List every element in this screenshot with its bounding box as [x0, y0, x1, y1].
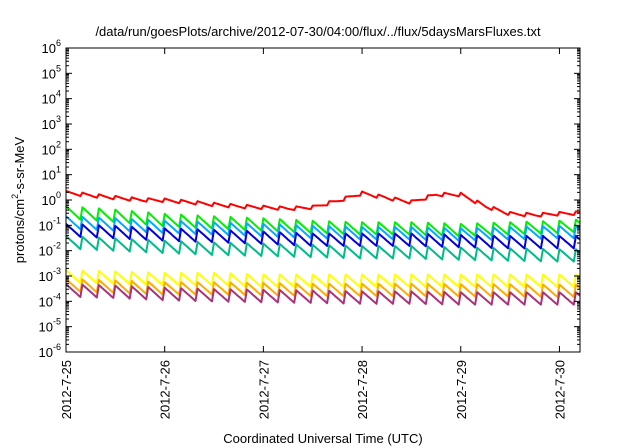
y-tick-label-base: 10: [42, 66, 56, 81]
series-layer: [65, 189, 581, 306]
chart-title: /data/run/goesPlots/archive/2012-07-30/0…: [95, 24, 541, 39]
x-axis: 2012-7-25 2012-7-26 2012-7-27 2012-7-28 2012…: [59, 48, 567, 419]
y-tick-label-base: 10: [39, 345, 53, 360]
y-tick-label-8: 102: [42, 139, 61, 157]
series-line-7: [65, 283, 581, 306]
y-axis-title: protons/cm2-s-sr-MeV: [10, 136, 27, 263]
y-tick-label-exp: 5: [56, 63, 61, 73]
series-line-1: [65, 205, 581, 238]
y-tick-label-exp: -2: [53, 241, 61, 251]
y-tick-label-base: 10: [39, 320, 53, 335]
y-tick-label-1: 10-5: [39, 317, 61, 335]
x-tick-label-3: 2012-7-28: [355, 360, 370, 419]
x-tick-label-2: 2012-7-27: [256, 360, 271, 419]
y-tick-label-base: 10: [39, 294, 53, 309]
x-axis-title: Coordinated Universal Time (UTC): [223, 431, 422, 446]
y-tick-label-exp: -6: [53, 342, 61, 352]
y-tick-label-exp: -5: [53, 317, 61, 327]
y-tick-label-5: 10-1: [39, 215, 61, 233]
series-line-0: [65, 189, 581, 218]
y-tick-label-0: 10-6: [39, 342, 61, 360]
y-tick-label-exp: 3: [56, 114, 61, 124]
y-tick-label-4: 10-2: [39, 241, 61, 259]
y-tick-label-exp: 4: [56, 89, 61, 99]
series-line-5: [65, 269, 581, 288]
y-tick-label-exp: 2: [56, 139, 61, 149]
y-tick-label-base: 10: [39, 269, 53, 284]
x-tick-label-5: 2012-7-30: [552, 360, 567, 419]
y-tick-label-exp: -4: [53, 291, 61, 301]
x-tick-label-1: 2012-7-26: [158, 360, 173, 419]
y-tick-label-exp: 1: [56, 165, 61, 175]
series-line-6: [65, 278, 581, 298]
y-tick-label-6: 100: [42, 190, 61, 208]
y-axis-title-sup: 2: [10, 194, 20, 199]
y-tick-label-2: 10-4: [39, 291, 61, 309]
y-tick-label-base: 10: [39, 244, 53, 259]
y-tick-label-9: 103: [42, 114, 61, 132]
y-tick-label-base: 10: [42, 117, 56, 132]
y-tick-label-exp: -3: [53, 266, 61, 276]
y-tick-label-exp: 0: [56, 190, 61, 200]
y-tick-label-base: 10: [39, 218, 53, 233]
y-tick-label-exp: 6: [56, 38, 61, 48]
x-tick-label-4: 2012-7-29: [454, 360, 469, 419]
y-tick-label-11: 105: [42, 63, 61, 81]
y-axis-title-rest: -s-sr-MeV: [12, 136, 27, 193]
y-tick-label-10: 104: [42, 89, 61, 107]
series-line-4: [65, 235, 581, 263]
y-tick-label-base: 10: [42, 142, 56, 157]
y-tick-label-base: 10: [42, 41, 56, 56]
series-line-3: [65, 223, 581, 250]
y-tick-label-exp: -1: [53, 215, 61, 225]
y-tick-label-base: 10: [42, 168, 56, 183]
y-tick-label-7: 101: [42, 165, 61, 183]
y-tick-label-base: 10: [42, 193, 56, 208]
series-line-2: [65, 215, 581, 242]
y-axis: 10-610-510-410-310-210-11001011021031041…: [39, 38, 580, 360]
y-axis-title-base: protons/cm: [12, 199, 27, 263]
y-tick-label-3: 10-3: [39, 266, 61, 284]
x-tick-label-0: 2012-7-25: [59, 360, 74, 419]
y-tick-label-12: 106: [42, 38, 61, 56]
y-tick-label-base: 10: [42, 92, 56, 107]
